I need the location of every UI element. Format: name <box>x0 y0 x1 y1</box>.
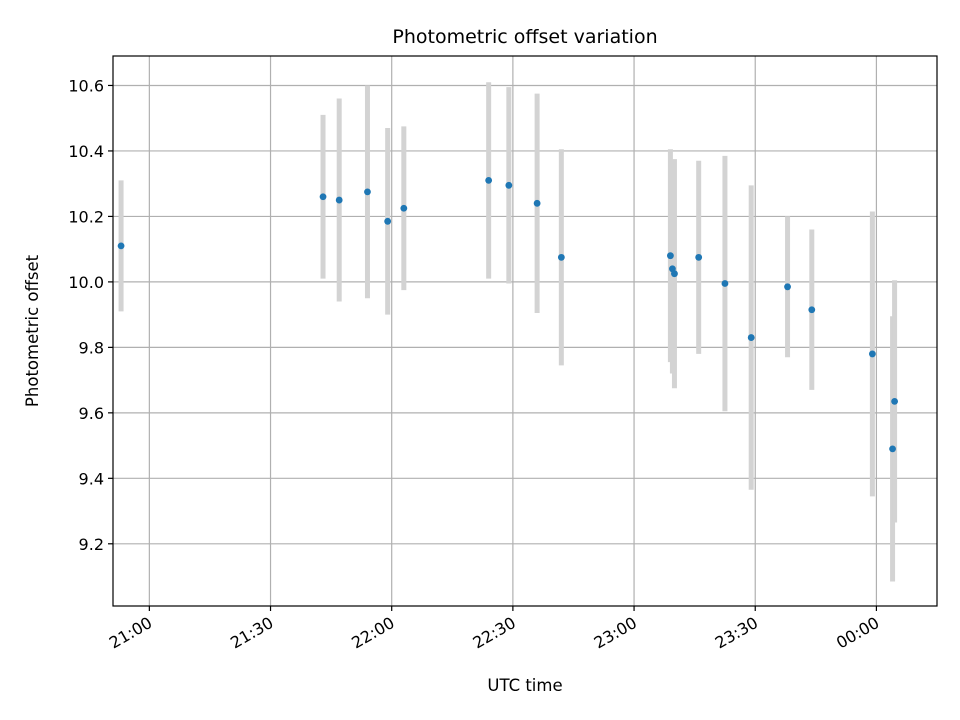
data-point <box>868 350 876 358</box>
data-point <box>889 445 896 453</box>
y-tick-label: 9.4 <box>79 469 104 488</box>
data-point <box>747 334 755 341</box>
data-point <box>557 253 565 261</box>
data-point <box>891 397 898 405</box>
data-point <box>505 181 513 189</box>
data-point <box>667 252 674 260</box>
data-point <box>695 253 703 261</box>
data-point <box>808 306 816 314</box>
data-point <box>721 280 729 287</box>
y-axis-label: Photometric offset <box>23 254 42 407</box>
y-tick-label: 10.4 <box>68 142 104 161</box>
y-axis-ticks: 9.2 9.4 9.6 9.8 10.0 10.2 10.4 10.6 <box>68 76 113 554</box>
y-tick-label: 10.0 <box>68 273 104 292</box>
x-axis-label: UTC time <box>487 676 562 695</box>
data-point <box>400 204 408 212</box>
data-point <box>117 242 125 250</box>
data-point <box>533 199 541 207</box>
grid <box>113 56 937 606</box>
data-point <box>319 193 327 201</box>
plot-area <box>113 56 937 606</box>
data-point <box>671 270 678 278</box>
y-tick-label: 9.2 <box>79 535 104 554</box>
plot-frame <box>112 55 938 607</box>
data-points <box>117 177 898 453</box>
data-point <box>364 188 371 196</box>
chart-title: Photometric offset variation <box>392 26 657 48</box>
y-tick-label: 10.2 <box>68 207 104 226</box>
data-point <box>384 217 392 225</box>
y-tick-label: 9.8 <box>79 338 104 357</box>
y-tick-label: 9.6 <box>79 404 104 423</box>
data-point <box>335 196 343 204</box>
data-point <box>784 283 791 291</box>
data-point <box>485 177 493 184</box>
y-tick-label: 10.6 <box>68 76 104 95</box>
